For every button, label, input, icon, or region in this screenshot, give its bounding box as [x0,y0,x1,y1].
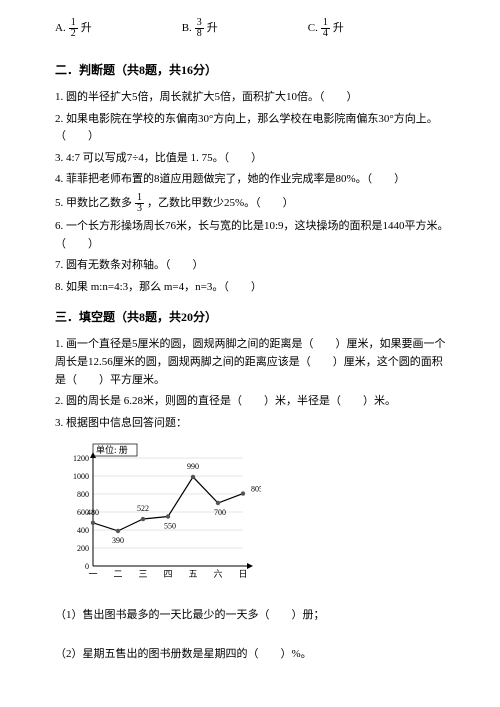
option-c-unit: 升 [333,20,344,37]
svg-text:200: 200 [77,544,89,553]
svg-text:一: 一 [88,569,97,579]
s2-q7: 7. 圆有无数条对称轴。（ ） [55,257,450,275]
svg-text:480: 480 [87,508,99,517]
svg-text:390: 390 [112,536,124,545]
option-b-label: B. [182,20,192,37]
s2-q3: 3. 4:7 可以写成7÷4，比值是 1. 75。（ ） [55,150,450,168]
svg-text:1200: 1200 [73,454,89,463]
svg-text:990: 990 [187,462,199,471]
s3-sub1: （1）售出图书最多的一天比最少的一天多（ ）册； [55,607,450,624]
s2-q4: 4. 菲菲把老师布置的8道应用题做完了，她的作业完成率是80%。（ ） [55,171,450,189]
section-3-title: 三．填空题（共8题，共20分） [55,308,450,326]
s2-q2: 2. 如果电影院在学校的东偏南30°方向上，那么学校在电影院南偏东30°方向上。… [55,111,450,146]
s2-q6: 6. 一个长方形操场周长76米，长与宽的比是10:9，这块操场的面积是1440平… [55,218,450,253]
s2-q5-part-b: ，乙数比甲数少25%。（ ） [147,195,294,213]
svg-text:四: 四 [163,569,172,579]
option-a-unit: 升 [81,20,92,37]
s3-q1: 1. 画一个直径是5厘米的圆，圆规两脚之间的距离是（ ）厘米，如果要画一个周长是… [55,336,450,389]
svg-text:800: 800 [77,490,89,499]
svg-text:三: 三 [138,569,147,579]
s3-sub2: （2）星期五售出的图书册数是星期四的（ ）%。 [55,646,450,663]
option-c-fraction: 1 4 [321,18,330,39]
s2-q5: 5. 甲数比乙数多 1 3 ，乙数比甲数少25%。（ ） [55,193,450,214]
option-a-label: A. [55,20,66,37]
svg-text:700: 700 [214,508,226,517]
svg-text:五: 五 [188,569,197,579]
option-c: C. 1 4 升 [308,18,344,39]
svg-text:550: 550 [164,522,176,531]
option-b-unit: 升 [207,20,218,37]
s2-q1: 1. 圆的半径扩大5倍，周长就扩大5倍，面积扩大10倍。（ ） [55,89,450,107]
option-c-label: C. [308,20,318,37]
section-2-title: 二．判断题（共8题，共16分） [55,61,450,79]
option-a: A. 1 2 升 [55,18,92,39]
svg-text:日: 日 [238,569,247,579]
option-a-fraction: 1 2 [69,18,78,39]
option-b: B. 3 8 升 [182,18,218,39]
s2-q5-part-a: 5. 甲数比乙数多 [55,195,132,213]
svg-text:六: 六 [213,568,222,579]
svg-text:522: 522 [137,504,149,513]
s2-q5-fraction: 1 3 [135,193,144,214]
multiple-choice-options: A. 1 2 升 B. 3 8 升 C. 1 4 升 [55,18,450,39]
s3-q2: 2. 圆的周长是 6.28米，则圆的直径是（ ）米，半径是（ ）米。 [55,393,450,411]
svg-text:400: 400 [77,526,89,535]
s3-q3: 3. 根据图中信息回答问题： [55,415,450,433]
svg-text:单位: 册: 单位: 册 [96,444,128,455]
chart-svg: 单位: 册020040060080010001200一二三四五六日4803905… [61,440,261,585]
option-b-fraction: 3 8 [195,18,204,39]
s2-q8: 8. 如果 m:n=4:3，那么 m=4，n=3。（ ） [55,279,450,297]
svg-text:805: 805 [251,485,261,494]
svg-text:二: 二 [113,569,122,579]
line-chart: 单位: 册020040060080010001200一二三四五六日4803905… [61,440,450,585]
svg-text:1000: 1000 [73,472,89,481]
